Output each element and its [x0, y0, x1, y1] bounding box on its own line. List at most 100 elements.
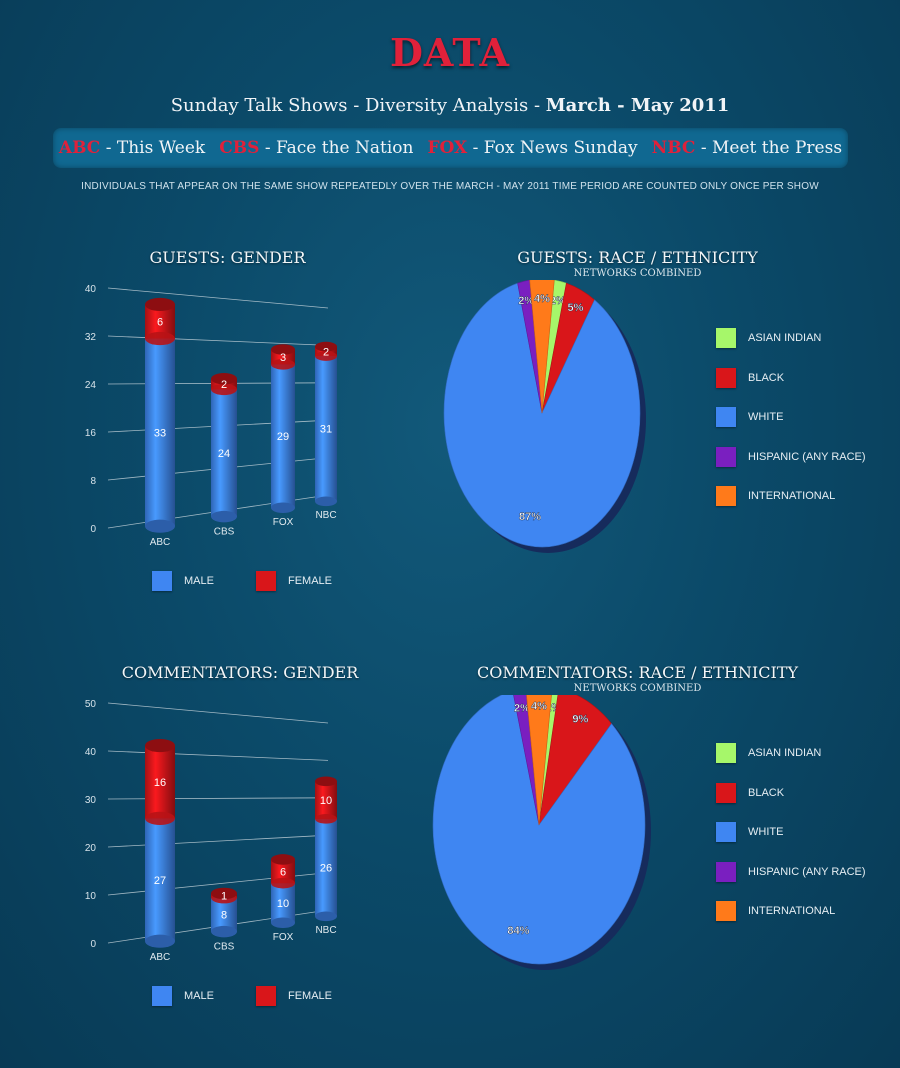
x-tick-label: FOX — [273, 932, 294, 943]
bar-base — [271, 917, 295, 929]
bar-segment-joint — [145, 331, 175, 346]
legend-label: WHITE — [748, 411, 784, 423]
chart-title: GUESTS: GENDER — [149, 248, 306, 267]
bar-segment-male — [145, 818, 175, 942]
x-tick-label: NBC — [315, 925, 336, 936]
data-label-male: 29 — [277, 431, 289, 443]
legend-swatch — [716, 486, 736, 506]
bar-segment-male — [271, 364, 295, 508]
legend-item-black: BLACK — [716, 782, 784, 803]
bar-segment-female — [315, 781, 337, 819]
legend-item-hispanic-any-race: HISPANIC (ANY RACE) — [716, 446, 866, 467]
legend-item-international: INTERNATIONAL — [716, 486, 835, 506]
bar-base — [145, 934, 175, 948]
chart-subtitle: NETWORKS COMBINED — [573, 268, 702, 279]
bar-top — [145, 297, 175, 312]
legend-item-female: FEMALE — [255, 986, 332, 1006]
bar-segment-male — [315, 356, 337, 502]
data-label-female: 10 — [320, 795, 332, 807]
pie-data-label: 2% — [518, 295, 534, 307]
bar-segment-male — [315, 818, 337, 917]
legend-swatch-female — [255, 986, 276, 1006]
bar-cbs: 8 1 CBS — [211, 887, 237, 952]
pie-data-label: 4% — [531, 700, 547, 712]
pie-data-label: 84% — [507, 925, 529, 937]
show-label: - Meet the Press — [695, 138, 843, 158]
legend-swatch-male — [152, 571, 172, 591]
x-tick-label: CBS — [214, 941, 235, 952]
bar-segment-female — [145, 745, 175, 819]
shows-bar: ABC - This Week CBS - Face the Nation FO… — [53, 128, 848, 168]
bar-nbc: 31 2 NBC — [315, 341, 337, 521]
y-tick-label: 32 — [85, 332, 97, 343]
bar-base — [211, 510, 237, 523]
legend-item-male: MALE — [152, 986, 214, 1006]
bar-segment-female — [271, 859, 295, 884]
bar-base — [315, 911, 337, 922]
legend-label: FEMALE — [287, 575, 332, 587]
data-label-female: 3 — [280, 352, 286, 364]
guests-gender-legend: MALE FEMALE — [152, 571, 332, 591]
bar-segment-joint — [271, 877, 295, 889]
commentators-race-pie: 1%9%84%2% 4% — [432, 695, 651, 970]
bar-segment-male — [145, 338, 175, 527]
bar-base — [145, 519, 175, 533]
pie-slice-black — [538, 695, 612, 826]
network-label: FOX — [427, 138, 468, 158]
data-label-male: 31 — [320, 424, 332, 436]
data-label-female: 6 — [280, 866, 286, 878]
x-tick-label: CBS — [214, 526, 235, 537]
x-tick-label: FOX — [273, 517, 294, 528]
legend-item-asian-indian: ASIAN INDIAN — [716, 328, 821, 348]
data-label-female: 1 — [221, 891, 227, 903]
data-label-female: 2 — [323, 346, 329, 358]
legend-item-female: FEMALE — [255, 571, 332, 591]
legend-item-international: INTERNATIONAL — [716, 901, 835, 921]
bar-abc: 33 6 ABC — [145, 297, 175, 548]
legend-item-hispanic-any-race: HISPANIC (ANY RACE) — [716, 861, 866, 882]
bar-top — [271, 344, 295, 355]
y-tick-label: 20 — [85, 843, 97, 854]
subtitle-dash: - — [610, 95, 631, 116]
bar-base — [211, 925, 237, 938]
data-label-male: 26 — [320, 863, 332, 875]
bar-segment-male — [271, 883, 295, 923]
pie-data-label: 2% — [550, 295, 566, 307]
bar-segment-joint — [271, 359, 295, 370]
subtitle-end-month: May 2011 — [630, 95, 730, 116]
gridline — [107, 702, 329, 724]
bar-top — [211, 373, 237, 385]
legend-swatch — [716, 367, 736, 388]
network-label: NBC — [651, 138, 696, 158]
gridline — [107, 335, 329, 346]
data-label-female: 2 — [221, 379, 227, 391]
counting-note: INDIVIDUALS THAT APPEAR ON THE SAME SHOW… — [81, 181, 819, 192]
legend-label: HISPANIC (ANY RACE) — [748, 450, 866, 463]
bar-abc: 27 16 ABC — [145, 738, 175, 963]
y-tick-label: 16 — [85, 428, 97, 439]
bar-top — [145, 738, 175, 753]
y-tick-label: 40 — [85, 747, 97, 758]
network-label: CBS — [219, 138, 260, 158]
pie-slice-international — [526, 695, 552, 826]
gridline — [107, 750, 329, 761]
y-tick-label: 50 — [85, 699, 97, 710]
y-tick-label: 10 — [85, 891, 97, 902]
legend-label: WHITE — [748, 826, 784, 838]
legend-swatch — [716, 328, 736, 348]
pie-slice-international — [529, 280, 555, 414]
page-title: DATA — [389, 30, 511, 75]
legend-label: INTERNATIONAL — [748, 490, 836, 502]
gridline — [107, 797, 329, 800]
data-label-male: 8 — [221, 910, 227, 922]
legend-swatch — [716, 446, 736, 467]
legend-item-white: WHITE — [716, 407, 783, 427]
data-label-male: 33 — [154, 427, 166, 439]
legend-item-white: WHITE — [716, 822, 783, 842]
bar-fox: 29 3 FOX — [271, 344, 295, 528]
show-label: - Fox News Sunday — [467, 138, 638, 158]
chart-subtitle: NETWORKS COMBINED — [573, 683, 702, 694]
show-abc: ABC - This Week — [59, 138, 205, 158]
page-subtitle: Sunday Talk Shows - Diversity Analysis -… — [0, 95, 900, 116]
legend-swatch-male — [152, 986, 172, 1006]
